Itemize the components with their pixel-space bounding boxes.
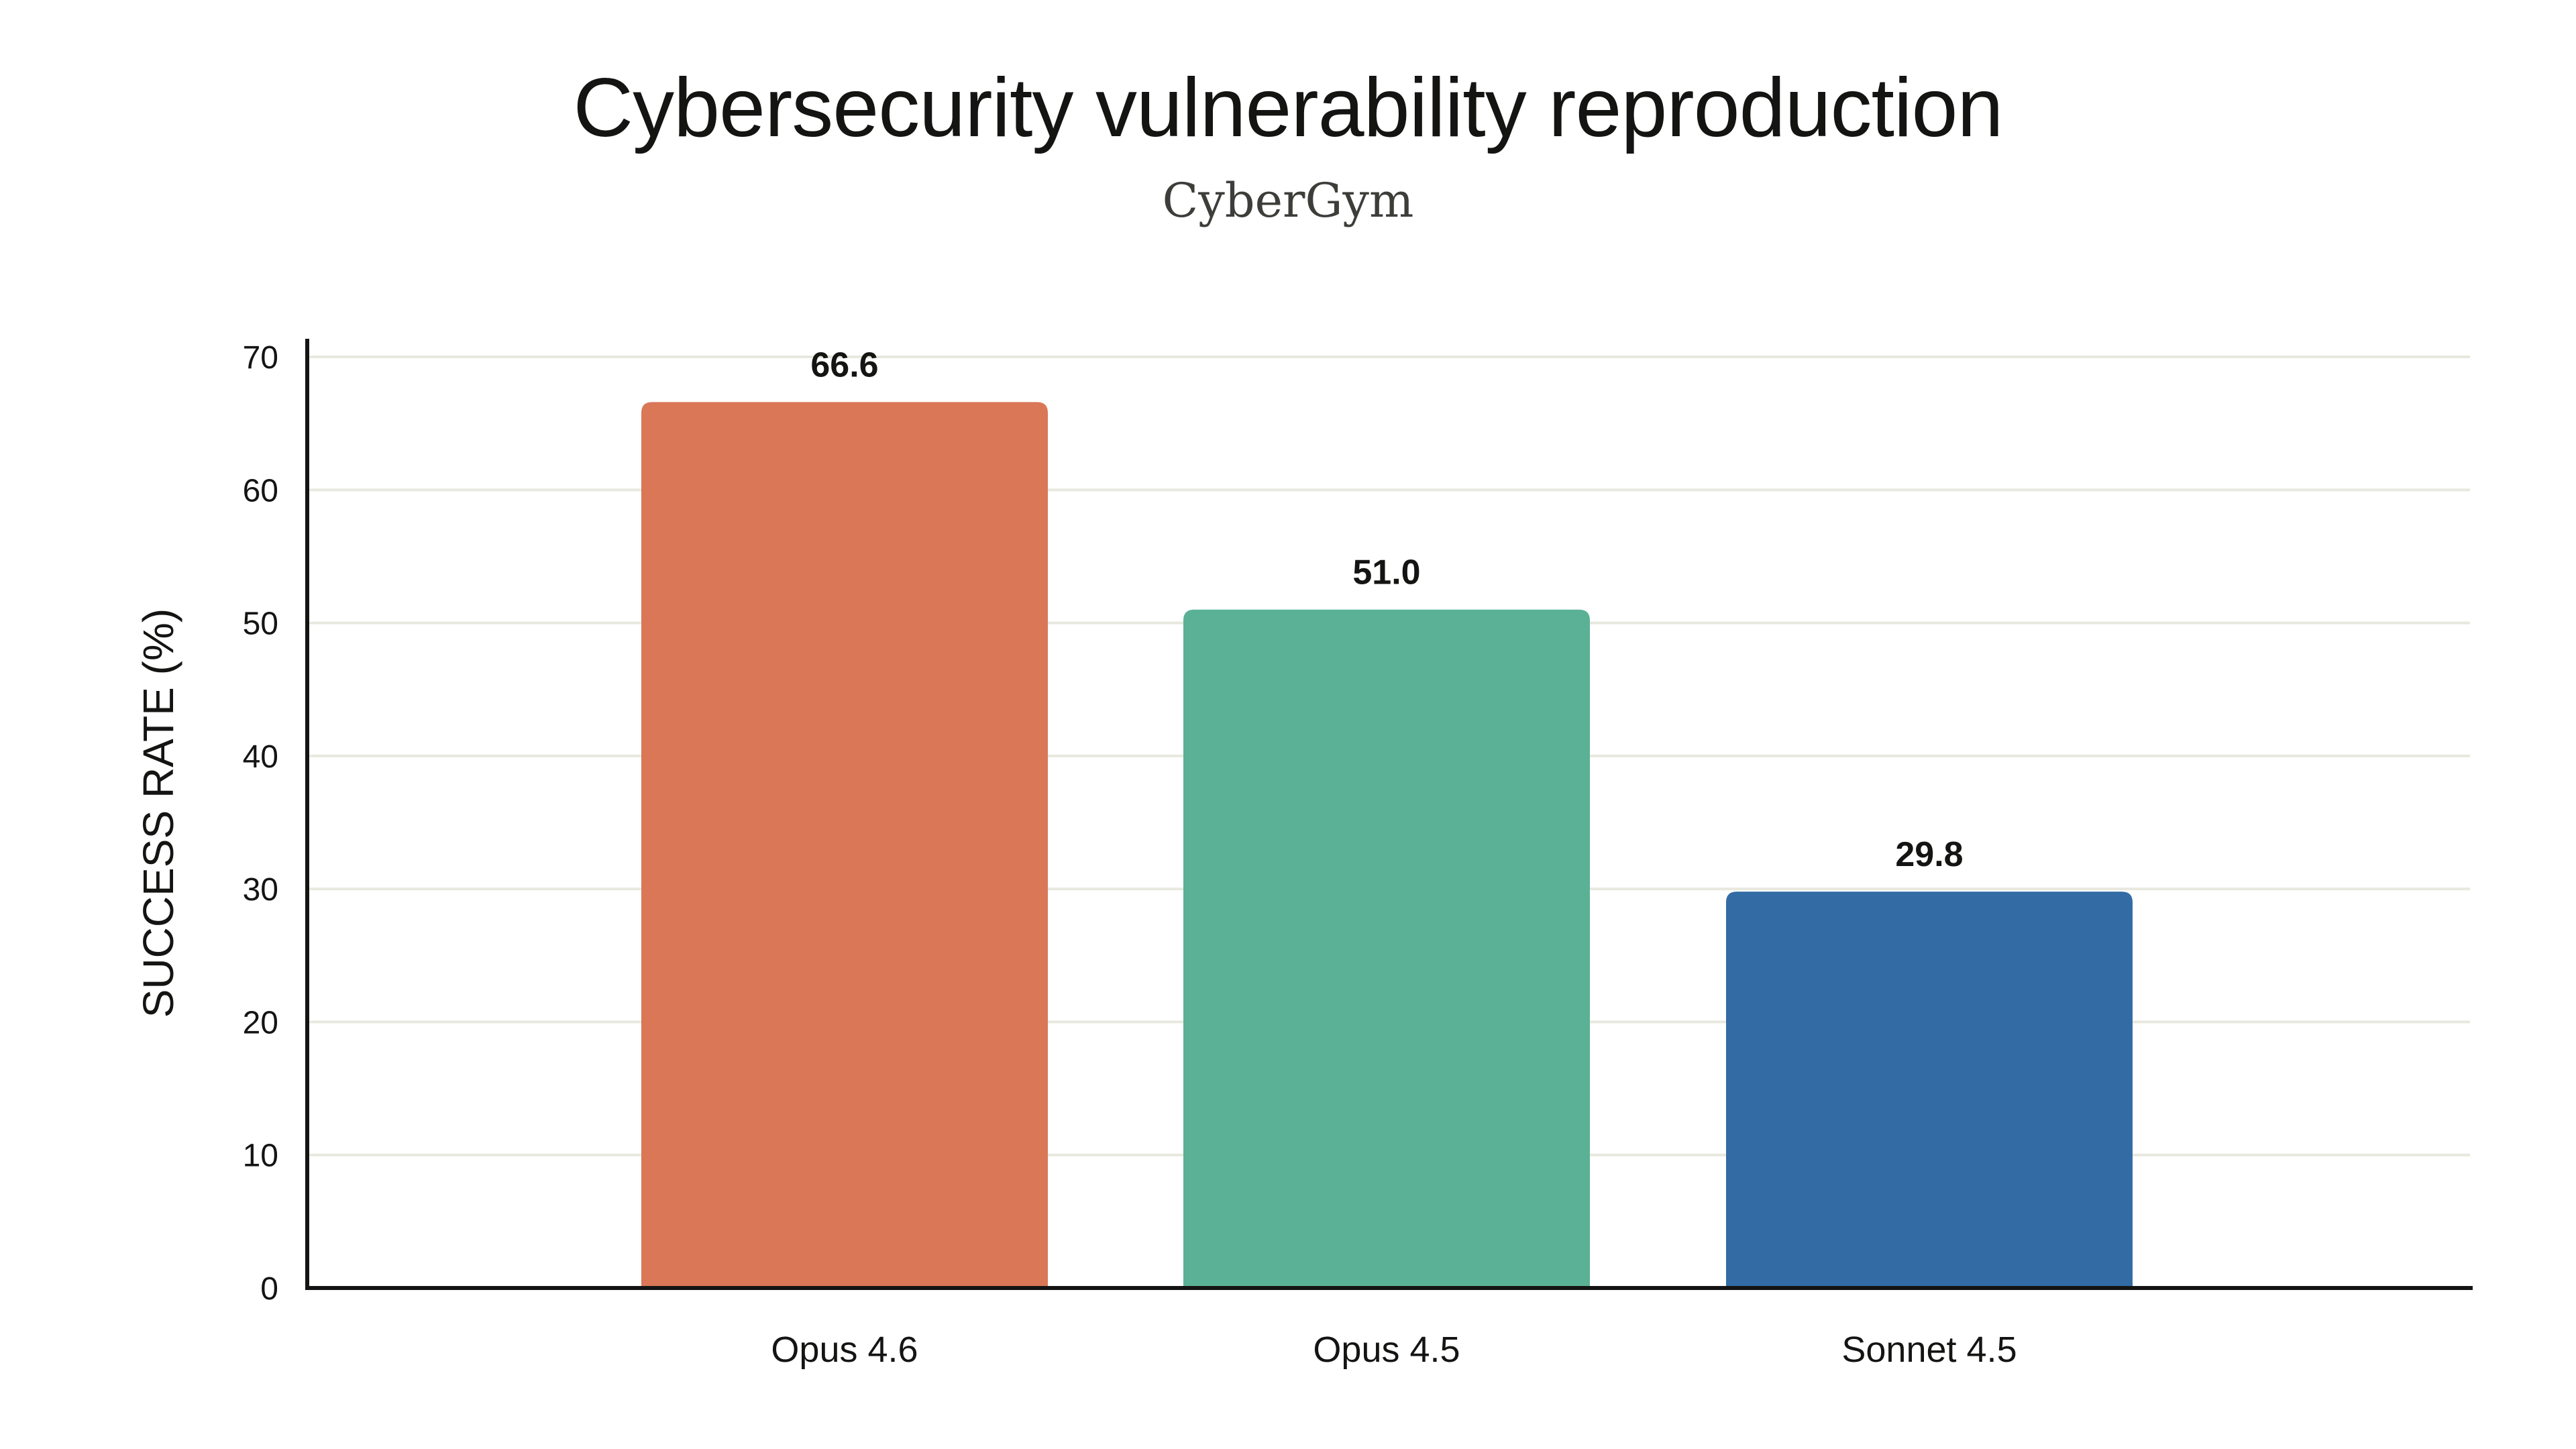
y-tick-label: 60 <box>243 473 278 508</box>
y-tick-label: 40 <box>243 739 278 775</box>
y-tick-label: 50 <box>243 606 278 642</box>
y-tick-label: 20 <box>243 1005 278 1040</box>
chart-title: Cybersecurity vulnerability reproduction <box>573 62 2004 154</box>
data-label: 51.0 <box>1352 553 1420 592</box>
data-label: 66.6 <box>810 345 878 384</box>
y-tick-label: 0 <box>260 1271 278 1307</box>
bar-opus-4-6 <box>641 402 1048 1288</box>
bar-opus-4-5 <box>1183 609 1590 1288</box>
y-tick-label: 30 <box>243 872 278 908</box>
bar-sonnet-4-5 <box>1726 892 2133 1288</box>
y-tick-label: 10 <box>243 1138 278 1174</box>
x-tick-label: Sonnet 4.5 <box>1841 1330 2017 1370</box>
chart-subtitle: CyberGym <box>1162 173 1414 228</box>
y-axis-label: SUCCESS RATE (%) <box>134 608 182 1018</box>
data-label: 29.8 <box>1895 835 1963 874</box>
x-tick-label: Opus 4.5 <box>1313 1330 1460 1370</box>
x-tick-label: Opus 4.6 <box>771 1330 918 1370</box>
y-tick-label: 70 <box>243 340 278 376</box>
